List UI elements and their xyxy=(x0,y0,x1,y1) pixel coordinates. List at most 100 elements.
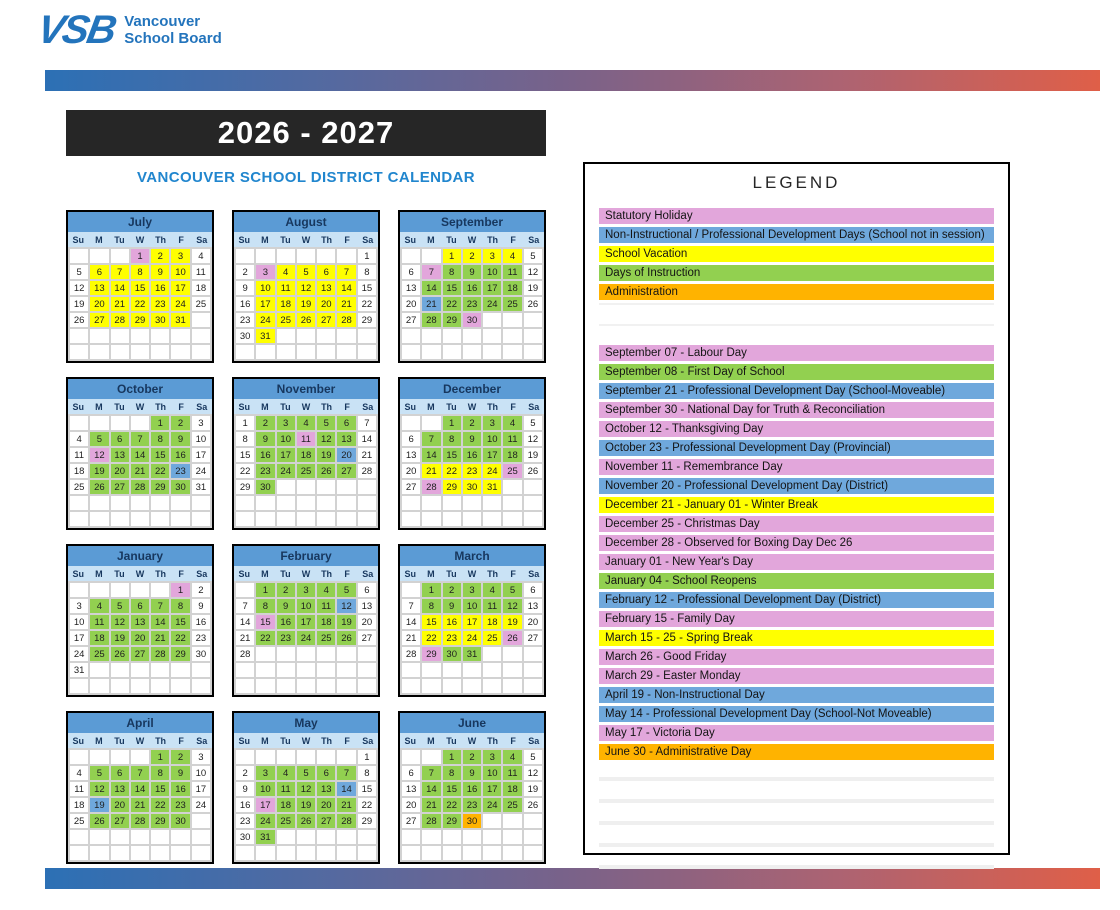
day-cell-june-20: 20 xyxy=(402,798,421,812)
empty-cell xyxy=(130,750,150,764)
day-cell-february-13: 13 xyxy=(357,599,376,613)
empty-cell xyxy=(402,496,421,510)
empty-cell xyxy=(70,846,89,860)
day-cell-april-18: 18 xyxy=(70,798,89,812)
day-cell-march-31: 31 xyxy=(462,647,482,661)
weekday-label: Sa xyxy=(196,234,208,245)
day-cell-february-20: 20 xyxy=(357,615,376,629)
weekday-label: Th xyxy=(487,735,499,746)
empty-cell xyxy=(256,249,275,263)
day-cell-january-4: 4 xyxy=(90,599,109,613)
empty-cell xyxy=(276,249,295,263)
day-cell-july-6: 6 xyxy=(90,265,109,279)
day-cell-june-30: 30 xyxy=(462,814,482,828)
day-cell-october-17: 17 xyxy=(191,448,210,462)
day-cell-october-19: 19 xyxy=(90,464,109,478)
month-title: August xyxy=(234,212,378,232)
day-cell-november-24: 24 xyxy=(276,464,295,478)
day-cell-march-24: 24 xyxy=(462,631,482,645)
legend-title: LEGEND xyxy=(752,173,841,192)
empty-cell xyxy=(442,663,461,677)
day-cell-september-20: 20 xyxy=(402,297,421,311)
day-cell-june-6: 6 xyxy=(402,766,421,780)
day-cell-february-5: 5 xyxy=(337,583,356,597)
day-cell-november-23: 23 xyxy=(256,464,275,478)
day-cell-december-19: 19 xyxy=(523,448,542,462)
day-cell-may-13: 13 xyxy=(317,782,336,796)
empty-cell xyxy=(442,830,461,844)
weekday-label: Su xyxy=(72,401,85,412)
day-cell-september-21: 21 xyxy=(422,297,441,311)
day-cell-december-13: 13 xyxy=(402,448,421,462)
empty-cell xyxy=(402,583,421,597)
legend-event-row: September 30 - National Day for Truth & … xyxy=(599,402,994,418)
day-cell-july-22: 22 xyxy=(130,297,150,311)
empty-cell xyxy=(110,583,129,597)
day-cell-march-28: 28 xyxy=(402,647,421,661)
day-cell-november-18: 18 xyxy=(296,448,316,462)
day-cell-march-13: 13 xyxy=(523,599,542,613)
day-cell-february-10: 10 xyxy=(296,599,316,613)
day-cell-december-27: 27 xyxy=(402,480,421,494)
weekday-label: Tu xyxy=(280,735,291,746)
day-cell-august-28: 28 xyxy=(337,313,356,327)
day-cell-june-3: 3 xyxy=(483,750,502,764)
day-cell-october-15: 15 xyxy=(151,448,170,462)
empty-cell xyxy=(317,647,336,661)
empty-cell xyxy=(296,679,316,693)
day-cell-december-8: 8 xyxy=(442,432,461,446)
empty-cell xyxy=(90,512,109,526)
legend-key-row: Non-Instructional / Professional Develop… xyxy=(599,227,994,243)
empty-cell xyxy=(296,647,316,661)
legend-rows: Statutory Holiday Non-Instructional / Pro… xyxy=(599,208,994,869)
day-cell-october-5: 5 xyxy=(90,432,109,446)
day-cell-june-11: 11 xyxy=(503,766,522,780)
empty-cell xyxy=(422,512,441,526)
empty-cell xyxy=(317,750,336,764)
day-cell-august-27: 27 xyxy=(317,313,336,327)
day-cell-may-7: 7 xyxy=(337,766,356,780)
weekday-label: W xyxy=(135,401,145,412)
month-june: June Su M Tu W Th F Sa 1 2 3 4 5 6 7 8 9 10 11 12 13 14 15 16 17… xyxy=(398,711,546,864)
empty-cell xyxy=(151,345,170,359)
weekday-label: Sa xyxy=(362,735,374,746)
legend-event-row: March 26 - Good Friday xyxy=(599,649,994,665)
empty-cell xyxy=(357,480,376,494)
day-cell-july-18: 18 xyxy=(191,281,210,295)
day-cell-august-16: 16 xyxy=(236,297,255,311)
day-cell-january-21: 21 xyxy=(151,631,170,645)
day-cell-march-18: 18 xyxy=(483,615,502,629)
empty-cell xyxy=(90,750,109,764)
empty-cell xyxy=(442,496,461,510)
legend-event-row: January 01 - New Year's Day xyxy=(599,554,994,570)
empty-cell xyxy=(90,345,109,359)
weekday-label: Th xyxy=(321,401,333,412)
day-cell-january-25: 25 xyxy=(90,647,109,661)
day-cell-october-11: 11 xyxy=(70,448,89,462)
legend-key-row: Statutory Holiday xyxy=(599,208,994,224)
day-cell-april-26: 26 xyxy=(90,814,109,828)
day-cell-november-13: 13 xyxy=(337,432,356,446)
weekday-header-row: Su M Tu W Th F Sa xyxy=(400,399,544,414)
legend-event-row: May 17 - Victoria Day xyxy=(599,725,994,741)
empty-cell xyxy=(296,329,316,343)
empty-cell xyxy=(483,512,502,526)
legend-event-row: November 11 - Remembrance Day xyxy=(599,459,994,475)
empty-cell xyxy=(110,679,129,693)
empty-cell xyxy=(523,329,542,343)
day-cell-march-14: 14 xyxy=(402,615,421,629)
day-cell-september-7: 7 xyxy=(422,265,441,279)
day-cell-april-11: 11 xyxy=(70,782,89,796)
month-may: May Su M Tu W Th F Sa 1 2 3 4 5 6 7 8 9 10 11 12 13 14 15 16 17 1… xyxy=(232,711,380,864)
weekday-label: Tu xyxy=(114,234,125,245)
day-cell-september-11: 11 xyxy=(503,265,522,279)
day-cell-april-16: 16 xyxy=(171,782,190,796)
day-cell-june-1: 1 xyxy=(442,750,461,764)
day-cell-february-12: 12 xyxy=(337,599,356,613)
day-cell-july-19: 19 xyxy=(70,297,89,311)
weekday-label: Tu xyxy=(446,401,457,412)
weekday-header-row: Su M Tu W Th F Sa xyxy=(400,733,544,748)
day-cell-january-29: 29 xyxy=(171,647,190,661)
legend-panel: LEGEND Statutory Holiday Non-Instructiona… xyxy=(583,162,1010,869)
day-cell-april-15: 15 xyxy=(151,782,170,796)
